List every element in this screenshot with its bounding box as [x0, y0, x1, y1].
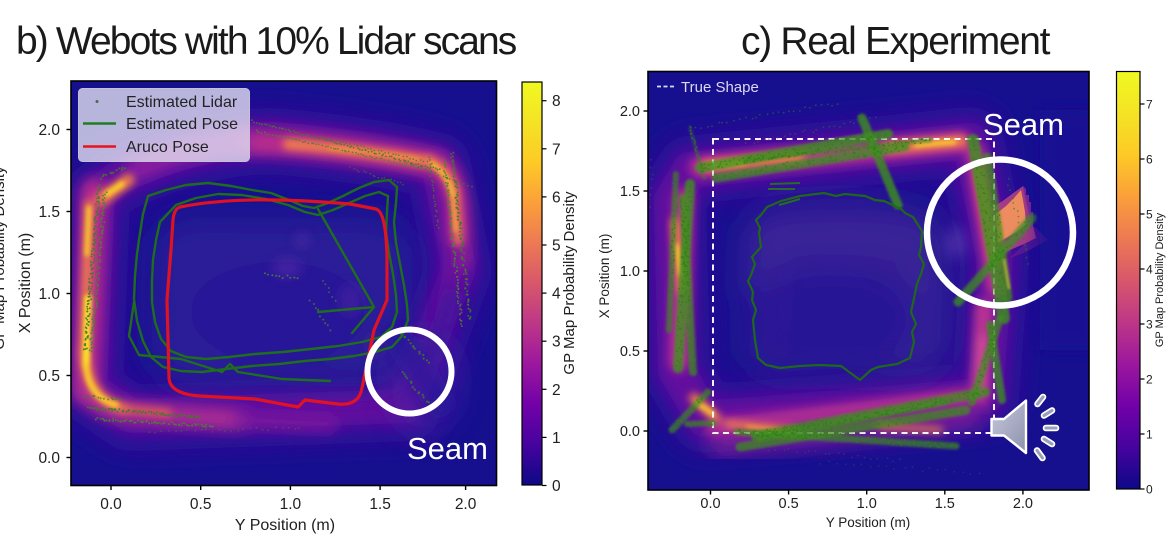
svg-text:1.5: 1.5 [620, 184, 640, 200]
svg-text:7: 7 [1146, 98, 1153, 112]
svg-text:2.0: 2.0 [620, 104, 640, 120]
svg-text:6: 6 [552, 189, 561, 206]
svg-text:Seam: Seam [407, 431, 488, 466]
svg-text:X Position (m): X Position (m) [17, 233, 34, 333]
svg-text:6: 6 [1146, 153, 1153, 167]
svg-text:1.0: 1.0 [38, 286, 60, 303]
svg-text:Y Position (m): Y Position (m) [235, 517, 335, 534]
svg-text:2.0: 2.0 [455, 496, 477, 513]
svg-text:0.5: 0.5 [779, 496, 799, 512]
svg-text:0: 0 [1146, 483, 1153, 497]
svg-text:X Position (m): X Position (m) [597, 234, 612, 319]
svg-text:b) Webots with 10% Lidar scans: b) Webots with 10% Lidar scans [16, 20, 517, 63]
svg-text:GP Map Probability Density: GP Map Probability Density [561, 191, 578, 375]
svg-text:2.0: 2.0 [1013, 496, 1033, 512]
svg-text:2: 2 [552, 382, 561, 399]
svg-text:Seam: Seam [983, 107, 1064, 142]
svg-text:0.5: 0.5 [38, 368, 60, 385]
svg-text:2: 2 [1146, 373, 1153, 387]
svg-text:1: 1 [1146, 428, 1153, 442]
svg-text:0.0: 0.0 [620, 424, 640, 440]
svg-text:1.5: 1.5 [38, 204, 60, 221]
svg-text:1.0: 1.0 [280, 496, 302, 513]
svg-text:1.5: 1.5 [369, 496, 391, 513]
svg-text:0.0: 0.0 [38, 450, 60, 467]
svg-text:3: 3 [552, 334, 561, 351]
svg-text:GP Map Probability Density: GP Map Probability Density [1154, 212, 1166, 347]
svg-text:0.0: 0.0 [100, 496, 122, 513]
svg-text:c) Real Experiment: c) Real Experiment [741, 20, 1051, 63]
svg-text:1: 1 [552, 430, 561, 447]
svg-text:4: 4 [1146, 263, 1153, 277]
svg-text:0.5: 0.5 [620, 344, 640, 360]
svg-text:0.5: 0.5 [190, 496, 212, 513]
svg-text:3: 3 [1146, 318, 1153, 332]
svg-text:Estimated Pose: Estimated Pose [126, 116, 238, 133]
svg-text:True Shape: True Shape [681, 79, 759, 96]
svg-text:Aruco Pose: Aruco Pose [126, 139, 209, 156]
svg-text:7: 7 [552, 141, 561, 158]
svg-text:1.5: 1.5 [935, 496, 955, 512]
svg-text:4: 4 [552, 286, 561, 303]
svg-text:5: 5 [552, 238, 561, 255]
svg-text:Estimated Lidar: Estimated Lidar [126, 94, 238, 111]
svg-text:0.0: 0.0 [700, 496, 720, 512]
svg-text:0: 0 [552, 478, 561, 495]
svg-text:1.0: 1.0 [620, 264, 640, 280]
svg-text:2.0: 2.0 [38, 122, 60, 139]
svg-text:8: 8 [552, 93, 561, 110]
svg-text:5: 5 [1146, 208, 1153, 222]
svg-text:1.0: 1.0 [857, 496, 877, 512]
svg-text:Y Position (m): Y Position (m) [826, 515, 911, 530]
svg-text:GP Map Probability Density: GP Map Probability Density [0, 166, 8, 350]
